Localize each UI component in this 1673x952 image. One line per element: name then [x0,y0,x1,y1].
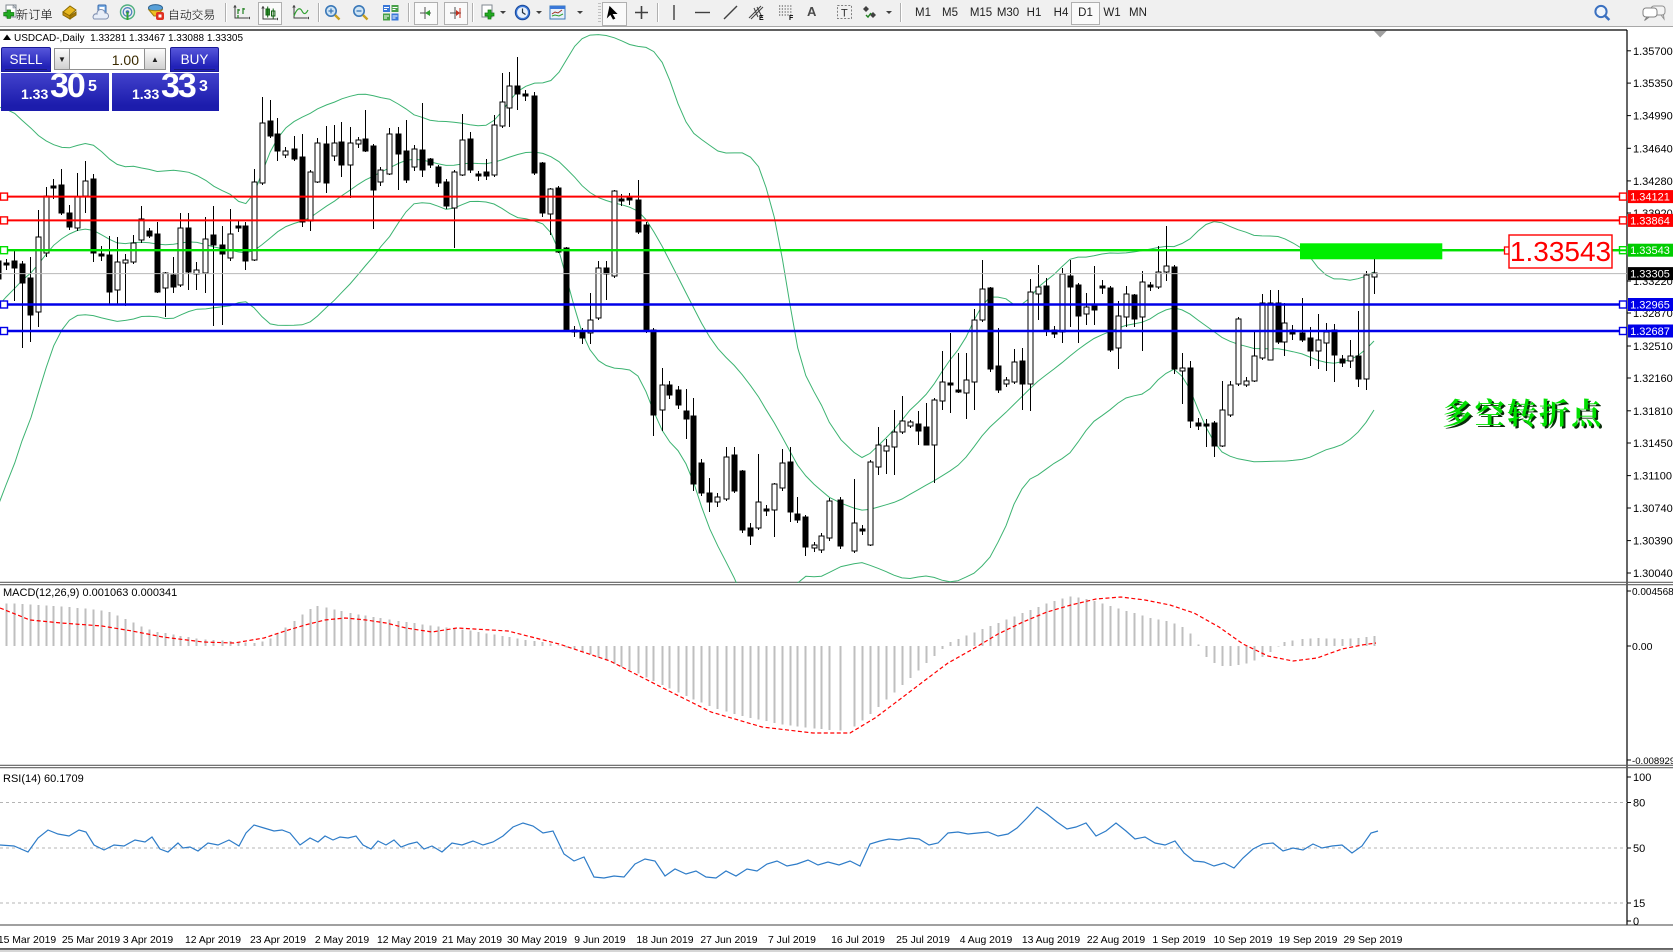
svg-text:MACD(12,26,9) 0.001063 0.00034: MACD(12,26,9) 0.001063 0.000341 [3,587,177,599]
svg-text:80: 80 [1633,798,1645,810]
svg-text:1.31100: 1.31100 [1633,471,1672,483]
svg-text:27 Jun 2019: 27 Jun 2019 [700,935,757,946]
svg-text:15: 15 [1633,898,1645,910]
svg-text:F: F [789,15,794,21]
svg-text:1.33864: 1.33864 [1630,215,1670,227]
svg-text:1.30390: 1.30390 [1633,536,1673,548]
svg-text:19 Sep 2019: 19 Sep 2019 [1279,935,1338,946]
svg-text:25 Mar 2019: 25 Mar 2019 [62,935,121,946]
svg-text:1.31450: 1.31450 [1633,438,1673,450]
svg-text:30 May 2019: 30 May 2019 [507,935,567,946]
svg-text:7 Jul 2019: 7 Jul 2019 [768,935,816,946]
svg-text:1.32510: 1.32510 [1633,341,1673,353]
svg-text:12 Apr 2019: 12 Apr 2019 [185,935,241,946]
svg-text:E: E [759,15,764,21]
svg-text:9 Jun 2019: 9 Jun 2019 [574,935,626,946]
svg-text:15 Mar 2019: 15 Mar 2019 [0,935,56,946]
svg-text:2 May 2019: 2 May 2019 [315,935,370,946]
svg-text:1 Sep 2019: 1 Sep 2019 [1152,935,1205,946]
svg-text:USDCAD-,Daily 1.33281 1.33467: USDCAD-,Daily 1.33281 1.33467 1.33088 1.… [14,33,243,44]
svg-text:100: 100 [1633,772,1651,784]
svg-text:1.34280: 1.34280 [1633,176,1673,188]
svg-text:1.33543: 1.33543 [1510,236,1611,267]
svg-text:16 Jul 2019: 16 Jul 2019 [831,935,885,946]
svg-text:23 Apr 2019: 23 Apr 2019 [250,935,306,946]
svg-text:RSI(14) 60.1709: RSI(14) 60.1709 [3,773,84,785]
svg-text:13 Aug 2019: 13 Aug 2019 [1022,935,1081,946]
svg-text:0: 0 [1633,916,1639,928]
svg-text:1.30040: 1.30040 [1633,568,1673,580]
svg-text:1.32965: 1.32965 [1630,300,1670,312]
svg-text:1.34990: 1.34990 [1633,111,1673,123]
svg-text:21 May 2019: 21 May 2019 [442,935,502,946]
svg-text:4 Aug 2019: 4 Aug 2019 [960,935,1013,946]
svg-text:1.31810: 1.31810 [1633,406,1673,418]
svg-text:0.00: 0.00 [1632,641,1653,653]
svg-text:1.34640: 1.34640 [1633,143,1673,155]
svg-text:1.35350: 1.35350 [1633,78,1673,90]
svg-text:0.004568: 0.004568 [1632,587,1673,598]
svg-text:1.30740: 1.30740 [1633,503,1673,515]
svg-text:1.32687: 1.32687 [1630,326,1670,338]
svg-text:12 May 2019: 12 May 2019 [377,935,437,946]
svg-text:50: 50 [1633,843,1645,855]
svg-text:10 Sep 2019: 10 Sep 2019 [1214,935,1273,946]
svg-text:1.33305: 1.33305 [1630,269,1670,281]
svg-text:1.34121: 1.34121 [1630,192,1670,204]
svg-text:1.32160: 1.32160 [1633,373,1673,385]
svg-text:18 Jun 2019: 18 Jun 2019 [636,935,693,946]
svg-text:1.33543: 1.33543 [1630,245,1670,257]
svg-text:29 Sep 2019: 29 Sep 2019 [1344,935,1403,946]
svg-text:T: T [841,8,848,20]
svg-text:1.35700: 1.35700 [1633,46,1673,58]
svg-text:25 Jul 2019: 25 Jul 2019 [896,935,950,946]
svg-text:-0.008929: -0.008929 [1632,756,1673,767]
svg-text:3 Apr 2019: 3 Apr 2019 [123,935,173,946]
svg-text:22 Aug 2019: 22 Aug 2019 [1087,935,1146,946]
